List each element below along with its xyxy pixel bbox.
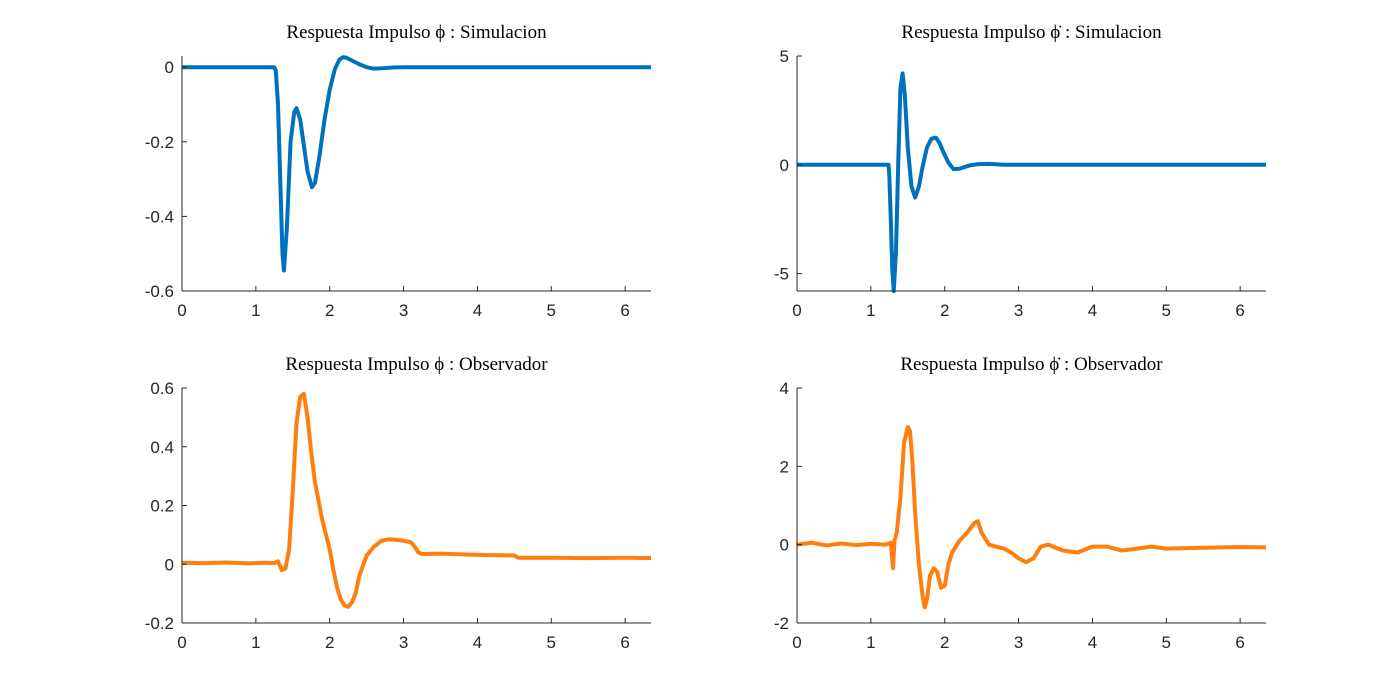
x-tick-label: 5	[547, 633, 556, 652]
y-tick-label: 0.2	[150, 497, 174, 516]
x-tick-label: 3	[399, 633, 408, 652]
x-tick-label: 3	[399, 301, 408, 320]
y-tick-label: -0.2	[145, 614, 174, 633]
x-tick-label: 4	[1088, 633, 1097, 652]
y-tick-label: 0	[780, 156, 789, 175]
y-tick-label: -0.4	[145, 207, 174, 226]
y-tick-label: 0	[165, 555, 174, 574]
x-tick-label: 5	[547, 301, 556, 320]
chart-title: Respuesta Impulso ϕ : Observador	[285, 354, 548, 375]
x-tick-label: 1	[866, 301, 875, 320]
x-tick-label: 3	[1014, 633, 1023, 652]
x-tick-label: 4	[473, 633, 482, 652]
x-tick-label: 4	[473, 301, 482, 320]
y-tick-label: 4	[780, 379, 789, 398]
x-tick-label: 0	[792, 301, 801, 320]
x-tick-label: 2	[325, 633, 334, 652]
subplot-3: Respuesta Impulso ϕ : Observador 0 1 2 3 4 5 6 -…	[145, 354, 651, 652]
x-tick-label: 2	[940, 633, 949, 652]
x-tick-label: 6	[1235, 633, 1244, 652]
x-tick-label: 3	[1014, 301, 1023, 320]
y-tick-label: 0	[780, 536, 789, 555]
series-line-1	[797, 71, 1266, 293]
series-line-1	[797, 425, 1266, 610]
chart-title: Respuesta Impulso ϕ : Simulacion	[286, 22, 547, 43]
x-tick-label: 6	[1235, 301, 1244, 320]
y-tick-label: 2	[780, 457, 789, 476]
y-tick-label: -0.2	[145, 133, 174, 152]
y-tick-label: -5	[774, 265, 789, 284]
y-tick-label: -0.6	[145, 282, 174, 301]
x-tick-label: 2	[940, 301, 949, 320]
y-tick-label: 0.4	[150, 438, 174, 457]
x-tick-label: 5	[1162, 633, 1171, 652]
subplot-grid: Respuesta Impulso ϕ : Simulacion 0 1 2 3 4 5 6 -…	[145, 22, 1266, 652]
y-tick-label: 0.6	[150, 379, 174, 398]
x-tick-label: 0	[177, 633, 186, 652]
subplot-4: Respuesta Impulso ϕ̇ : Observador 0 1 2 3 4 5 6…	[774, 354, 1266, 652]
chart-title: Respuesta Impulso ϕ̇ : Observador	[900, 354, 1163, 375]
y-tick-label: -2	[774, 614, 789, 633]
series-line-1	[182, 55, 651, 273]
x-tick-label: 1	[866, 633, 875, 652]
x-tick-label: 1	[251, 301, 260, 320]
x-tick-label: 2	[325, 301, 334, 320]
chart-title: Respuesta Impulso ϕ̇ : Simulacion	[901, 22, 1162, 43]
y-tick-label: 0	[165, 58, 174, 77]
subplot-2: Respuesta Impulso ϕ̇ : Simulacion 0 1 2 3 4 5 6…	[774, 22, 1266, 320]
x-tick-label: 4	[1088, 301, 1097, 320]
x-tick-label: 1	[251, 633, 260, 652]
x-tick-label: 0	[792, 633, 801, 652]
x-tick-label: 0	[177, 301, 186, 320]
x-tick-label: 6	[620, 633, 629, 652]
series-line-1	[182, 391, 651, 609]
x-tick-label: 5	[1162, 301, 1171, 320]
x-tick-label: 6	[620, 301, 629, 320]
y-tick-label: 5	[780, 47, 789, 66]
subplot-1: Respuesta Impulso ϕ : Simulacion 0 1 2 3 4 5 6 -…	[145, 22, 651, 320]
